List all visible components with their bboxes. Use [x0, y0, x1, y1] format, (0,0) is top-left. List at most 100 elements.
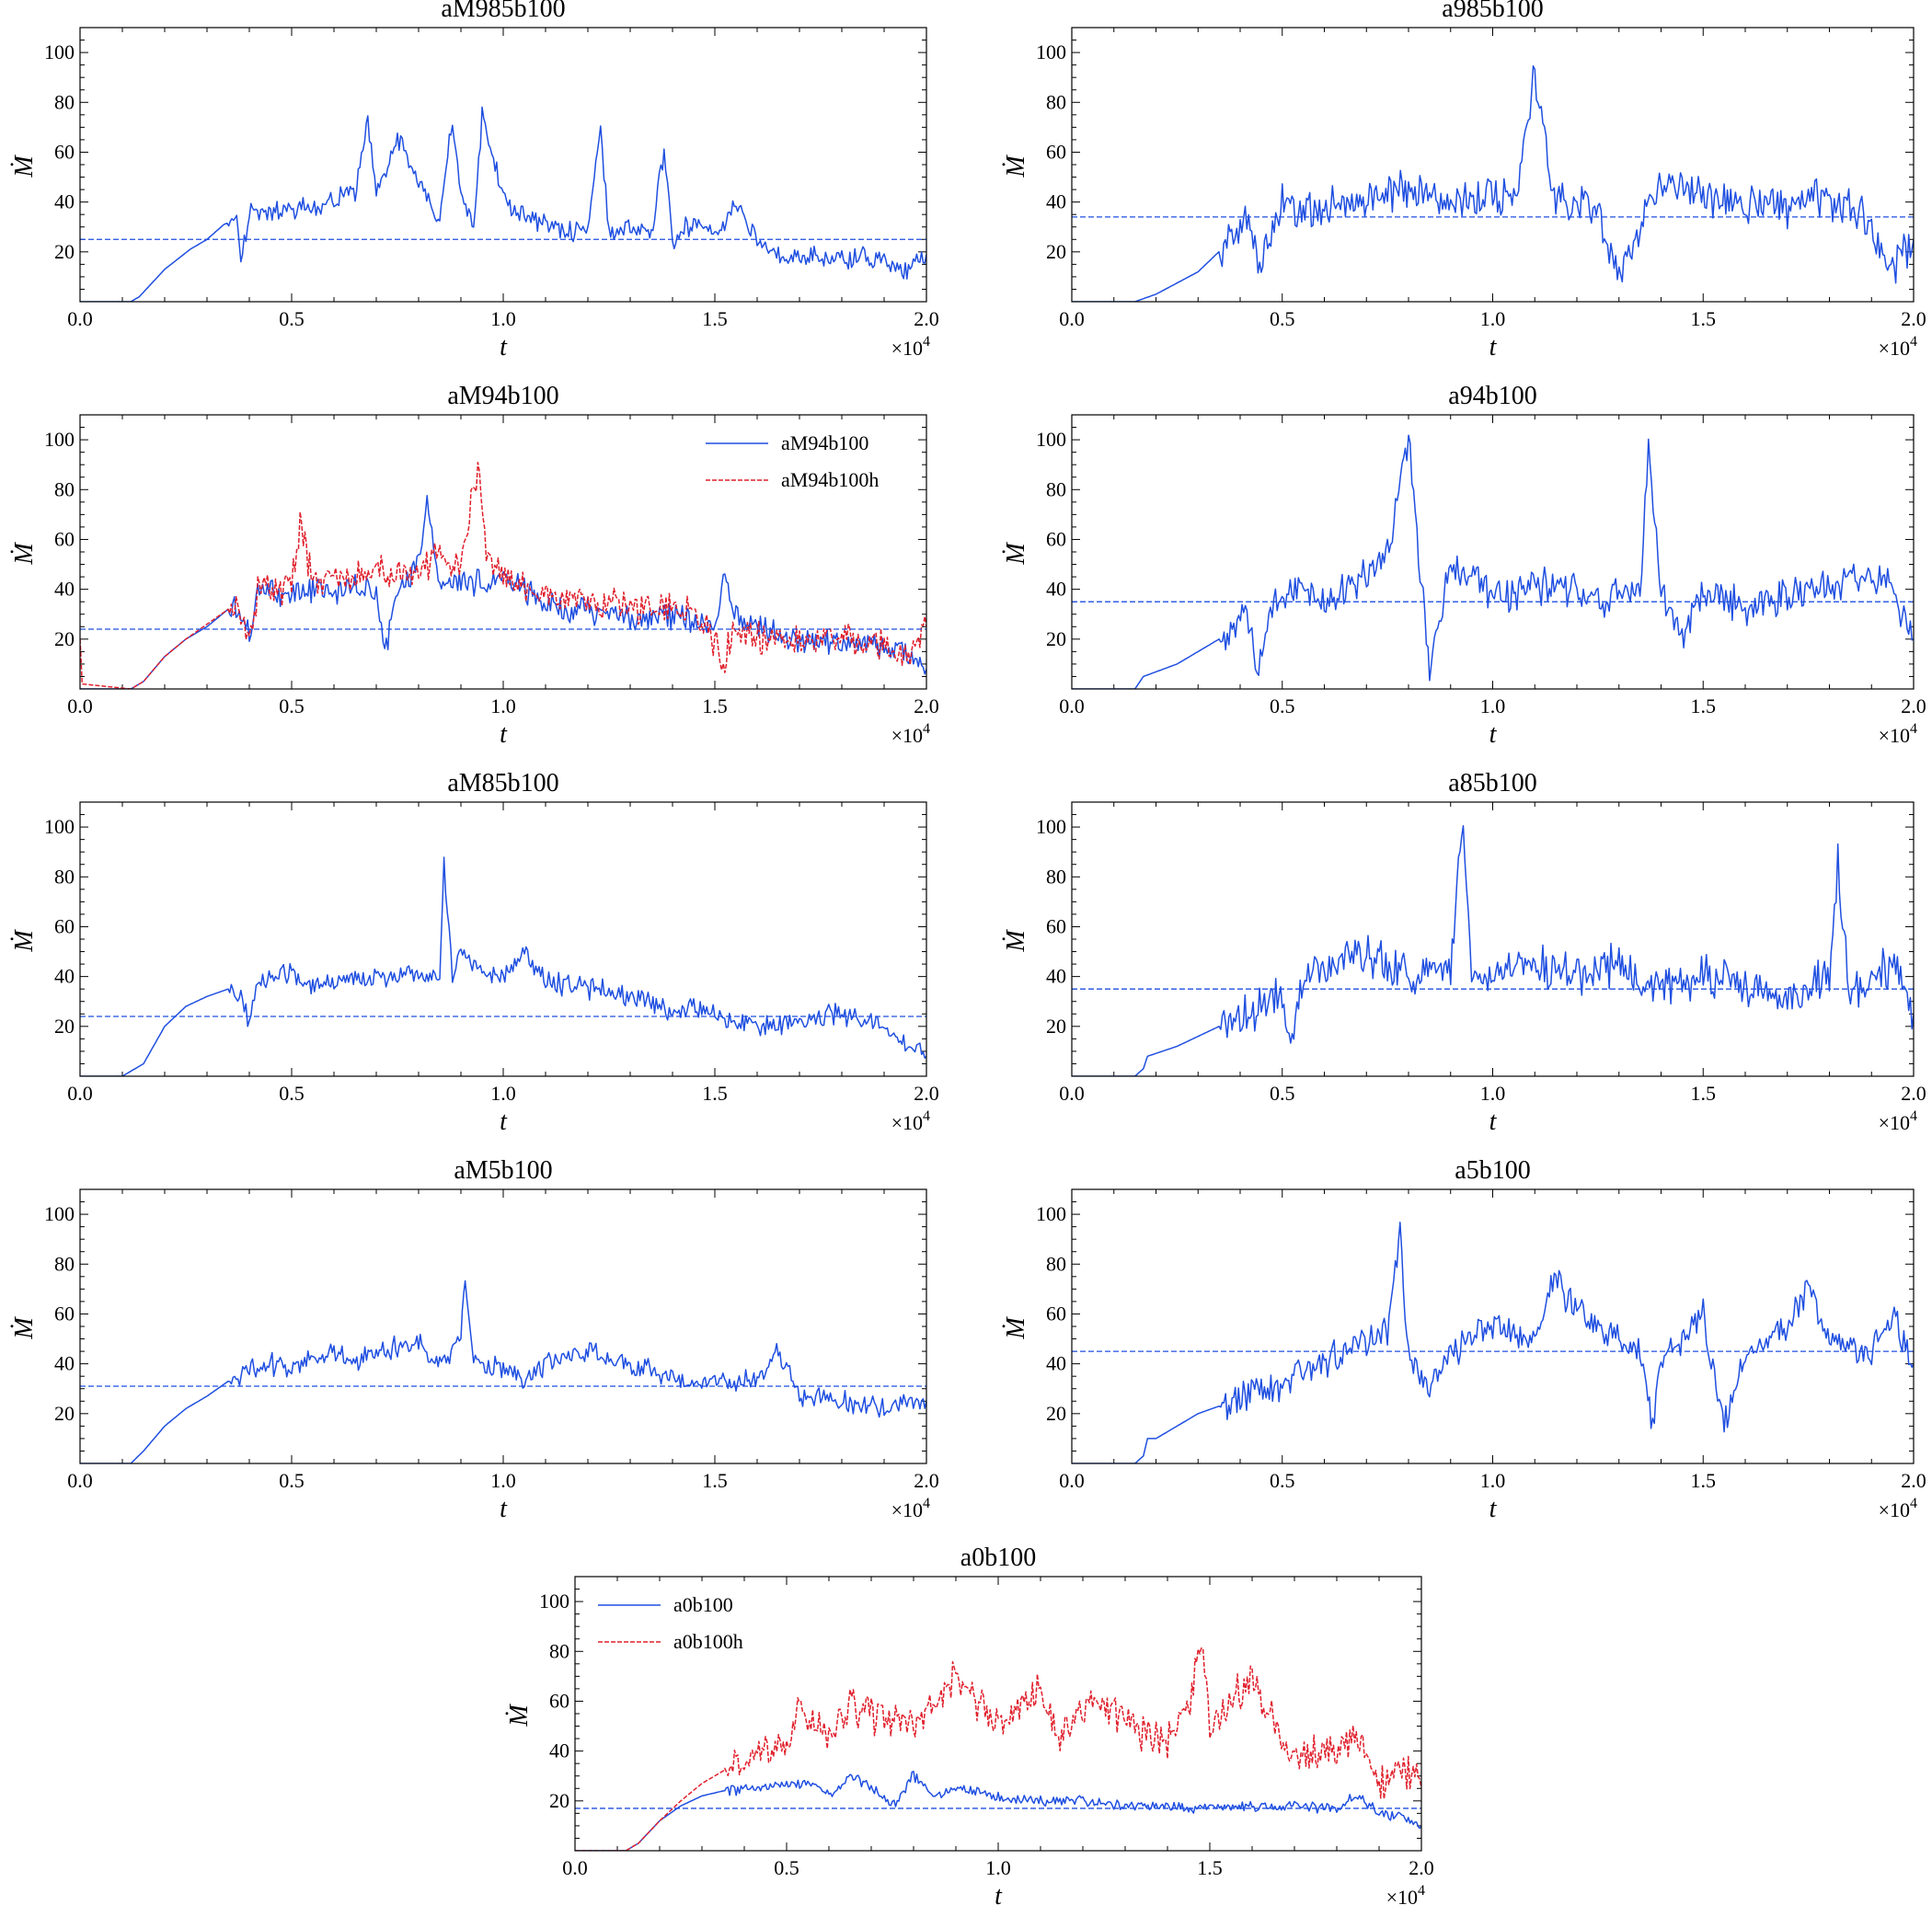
x-tick-label: 0.0 — [67, 307, 93, 330]
y-axis-label: Ṁ — [1002, 155, 1030, 178]
x-tick-label: 0.5 — [1270, 1082, 1295, 1105]
subplot-aM985b100: aM985b100 0.0 0.5 1.0 1.5 2.0 20 40 60 80 100 t Ṁ ×10… — [10, 0, 939, 361]
subplot-a985b100: a985b100 0.0 0.5 1.0 1.5 2.0 20 40 60 80 100 t Ṁ ×104 — [1002, 0, 1926, 361]
series-line-aM985b100 — [80, 106, 926, 302]
y-tick-label: 40 — [1046, 578, 1066, 601]
y-tick-label: 40 — [54, 190, 75, 213]
subplot-title: a94b100 — [1448, 382, 1536, 410]
subplot-aM5b100: aM5b100 0.0 0.5 1.0 1.5 2.0 20 40 60 80 100 t Ṁ ×104 — [10, 1156, 939, 1523]
y-tick-label: 100 — [1036, 815, 1066, 838]
y-tick-label: 20 — [54, 1015, 75, 1038]
x-tick-label: 0.0 — [67, 1469, 93, 1492]
x-axis-label: t — [500, 333, 508, 361]
x-tick-label: 1.5 — [702, 1469, 728, 1492]
subplot-a5b100: a5b100 0.0 0.5 1.0 1.5 2.0 20 40 60 80 100 t Ṁ ×104 — [1002, 1156, 1926, 1523]
y-tick-label: 60 — [1046, 1302, 1066, 1325]
x-axis-label: t — [500, 1495, 508, 1523]
x-tick-label: 0.5 — [279, 694, 305, 717]
plot-frame — [1071, 414, 1915, 690]
plot-frame — [1071, 801, 1915, 1077]
x-tick-label: 1.5 — [1691, 1469, 1717, 1492]
x-tick-label: 1.0 — [1480, 1082, 1506, 1105]
y-tick-label: 100 — [44, 428, 75, 451]
series-line-a85b100 — [1072, 825, 1914, 1076]
plot-frame — [79, 27, 927, 303]
x-tick-label: 2.0 — [914, 1082, 939, 1105]
y-tick-label: 20 — [549, 1789, 569, 1812]
y-tick-label: 40 — [1046, 190, 1066, 213]
x-tick-label: 0.5 — [1270, 307, 1295, 330]
x-axis-label: t — [1489, 333, 1498, 361]
y-axis-label: Ṁ — [10, 155, 39, 178]
legend-label: a0b100h — [673, 1630, 743, 1653]
x-tick-label: 2.0 — [1901, 307, 1926, 330]
x-axis-label: t — [500, 720, 508, 749]
subplot-title: aM85b100 — [447, 769, 558, 798]
x-tick-label: 0.5 — [1270, 1469, 1295, 1492]
subplot-a94b100: a94b100 0.0 0.5 1.0 1.5 2.0 20 40 60 80 100 t Ṁ ×104 — [1002, 382, 1926, 749]
x-tick-label: 1.5 — [1691, 1082, 1717, 1105]
x-tick-label: 0.0 — [1059, 1082, 1085, 1105]
plot-frame — [1071, 1188, 1915, 1464]
y-tick-label: 40 — [1046, 965, 1066, 988]
series-line-aM5b100 — [80, 1280, 926, 1463]
y-tick-label: 60 — [54, 527, 75, 550]
y-tick-label: 80 — [54, 865, 75, 888]
x-tick-label: 1.0 — [985, 1856, 1011, 1879]
x-scale-label: ×104 — [1879, 721, 1917, 747]
plot-frame — [79, 801, 927, 1077]
y-tick-label: 80 — [549, 1639, 569, 1662]
x-tick-label: 1.0 — [490, 694, 516, 717]
x-tick-label: 1.5 — [1691, 307, 1717, 330]
x-axis-label: t — [1489, 720, 1498, 749]
subplot-a85b100: a85b100 0.0 0.5 1.0 1.5 2.0 20 40 60 80 100 t Ṁ ×104 — [1002, 769, 1926, 1136]
series-line-a0b100h — [575, 1647, 1421, 1851]
y-tick-label: 20 — [1046, 240, 1066, 263]
x-tick-label: 2.0 — [914, 694, 939, 717]
y-tick-label: 60 — [1046, 140, 1066, 163]
x-tick-label: 2.0 — [914, 307, 939, 330]
subplot-title: aM985b100 — [441, 0, 565, 23]
x-tick-label: 1.5 — [702, 307, 728, 330]
plot-frame — [79, 414, 927, 690]
y-axis-label: Ṁ — [505, 1704, 534, 1727]
y-tick-label: 20 — [1046, 1015, 1066, 1038]
x-tick-label: 1.5 — [702, 1082, 728, 1105]
x-tick-label: 0.5 — [279, 1082, 305, 1105]
subplot-title: a85b100 — [1448, 769, 1536, 798]
y-axis-label: Ṁ — [1002, 929, 1030, 953]
y-tick-label: 20 — [54, 1402, 75, 1425]
plot-frame — [1071, 27, 1915, 303]
subplot-aM85b100: aM85b100 0.0 0.5 1.0 1.5 2.0 20 40 60 80 100 t Ṁ ×104 — [10, 769, 939, 1136]
x-tick-label: 2.0 — [1901, 1469, 1926, 1492]
x-tick-label: 0.0 — [562, 1856, 588, 1879]
x-scale-label: ×104 — [891, 721, 930, 747]
y-tick-label: 40 — [549, 1739, 569, 1762]
series-line-aM85b100 — [80, 856, 926, 1076]
y-tick-label: 40 — [54, 965, 75, 988]
y-tick-label: 20 — [1046, 627, 1066, 650]
x-axis-label: t — [995, 1882, 1003, 1905]
x-tick-label: 0.5 — [279, 1469, 305, 1492]
series-line-a94b100 — [1072, 434, 1914, 689]
x-tick-label: 0.5 — [1270, 694, 1295, 717]
x-scale-label: ×104 — [891, 1108, 930, 1134]
legend-label: aM94b100 — [781, 431, 868, 454]
subplot-title: aM94b100 — [447, 382, 558, 410]
x-scale-label: ×104 — [891, 1496, 930, 1521]
x-tick-label: 2.0 — [914, 1469, 939, 1492]
x-tick-label: 0.5 — [774, 1856, 799, 1879]
y-tick-label: 60 — [54, 1302, 75, 1325]
x-tick-label: 2.0 — [1409, 1856, 1434, 1879]
x-axis-label: t — [500, 1107, 508, 1136]
x-scale-label: ×104 — [1879, 334, 1917, 360]
y-tick-label: 100 — [539, 1589, 569, 1612]
x-scale-label: ×104 — [891, 334, 930, 360]
y-tick-label: 20 — [54, 240, 75, 263]
y-tick-label: 80 — [54, 1252, 75, 1275]
x-tick-label: 1.0 — [1480, 694, 1506, 717]
subplot-aM94b100: aM94b100 0.0 0.5 1.0 1.5 2.0 20 40 60 80 100 t Ṁ ×104… — [10, 382, 939, 749]
series-line-a5b100 — [1072, 1222, 1914, 1463]
x-tick-label: 0.5 — [279, 307, 305, 330]
